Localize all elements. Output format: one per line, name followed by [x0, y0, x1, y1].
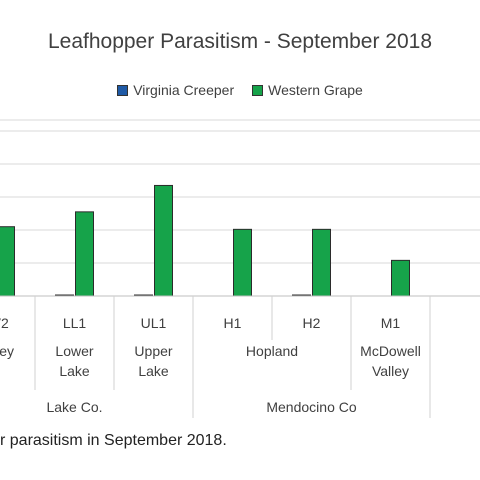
category-label: H2 — [303, 315, 321, 331]
site-label: Hopland — [246, 343, 298, 359]
category-label: LL1 — [63, 315, 87, 331]
category-label: H1 — [224, 315, 242, 331]
bar-western-grape — [312, 228, 331, 297]
category-label: BV2 — [0, 315, 9, 331]
bar-western-grape — [75, 211, 94, 297]
legend-swatch-virginia-creeper — [117, 84, 129, 96]
county-label: Lake Co. — [46, 399, 102, 415]
category-label: UL1 — [141, 315, 167, 331]
legend-item-western-grape: Western Grape — [252, 82, 363, 98]
bar-western-grape — [233, 228, 252, 297]
site-label: Lower Lake — [55, 343, 93, 379]
site-label: McDowell Valley — [360, 343, 421, 379]
bar-western-grape — [391, 259, 410, 297]
site-label: Upper Lake — [134, 343, 172, 379]
legend-swatch-western-grape — [252, 84, 264, 96]
site-label: Valley — [0, 343, 14, 359]
figure-caption: r parasitism in September 2018. — [0, 432, 227, 449]
category-label: M1 — [381, 315, 401, 331]
legend-item-virginia-creeper: Virginia Creeper — [117, 82, 234, 98]
legend-label-virginia-creeper: Virginia Creeper — [133, 82, 235, 98]
legend-label-western-grape: Western Grape — [268, 82, 363, 98]
bar-western-grape — [154, 184, 173, 297]
chart-legend: Virginia Creeper Western Grape — [0, 82, 480, 98]
chart-title: Leafhopper Parasitism - September 2018 — [47, 30, 433, 53]
bar-western-grape — [0, 226, 15, 297]
county-label: Mendocino Co — [266, 399, 356, 415]
